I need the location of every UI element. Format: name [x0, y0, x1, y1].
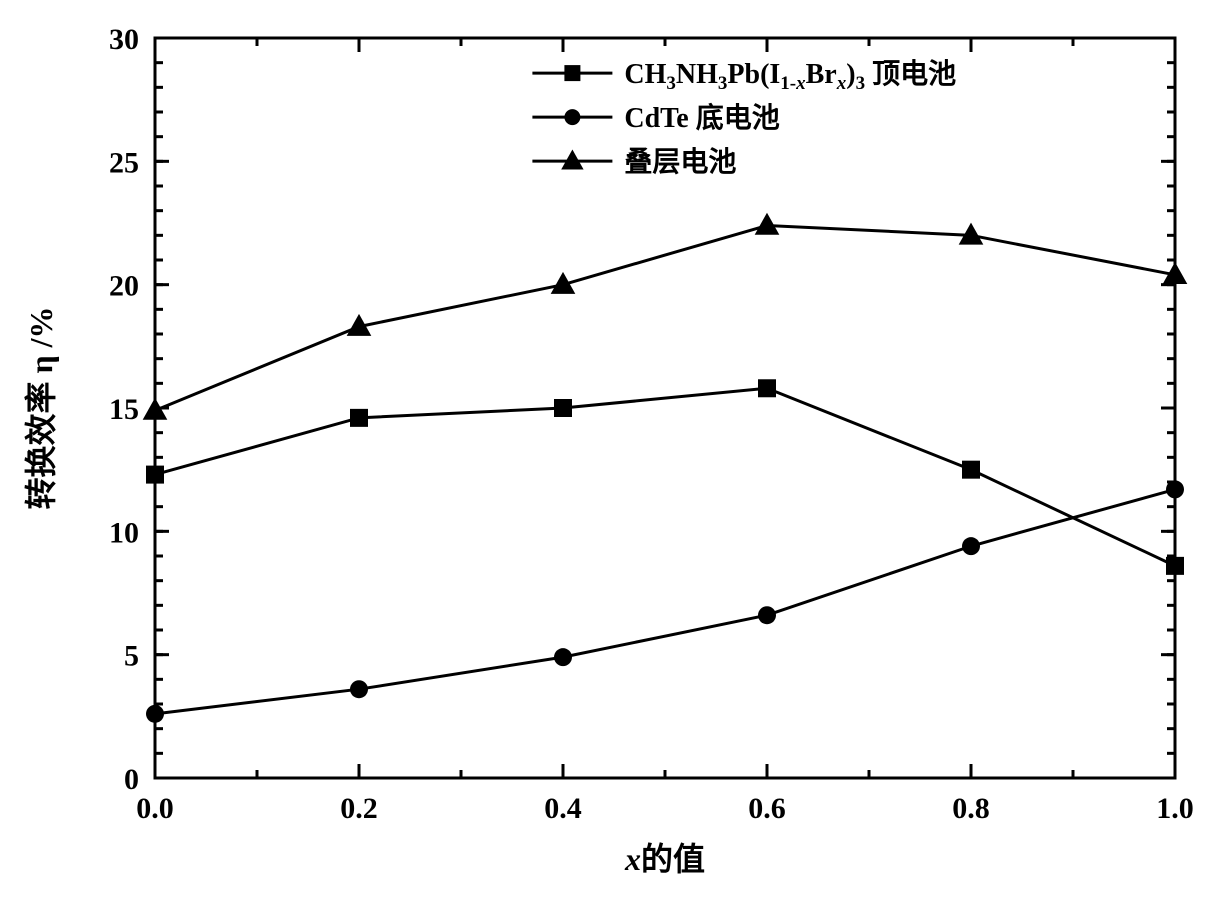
y-tick-label: 20 [109, 270, 139, 303]
x-tick-label: 0.6 [748, 792, 786, 825]
x-axis-title: x的值 [624, 841, 705, 877]
legend-label: 叠层电池 [624, 146, 736, 178]
x-tick-label: 1.0 [1156, 792, 1194, 825]
x-tick-label: 0.0 [136, 792, 174, 825]
y-tick-label: 5 [124, 640, 139, 673]
y-tick-label: 30 [109, 23, 139, 56]
y-tick-label: 10 [109, 516, 139, 549]
y-axis-title: 转换效率 η /% [23, 306, 59, 509]
x-tick-label: 0.2 [340, 792, 378, 825]
y-tick-label: 0 [124, 763, 139, 796]
chart-container: 0.0 0.2 0.4 0.6 0.8 1.0 0 5 10 15 20 25 30 x的值 转换效率 η … [0, 0, 1222, 920]
x-tick-label: 0.8 [952, 792, 990, 825]
line-chart: 0.0 0.2 0.4 0.6 0.8 1.0 0 5 10 15 20 25 30 x的值 转换效率 η … [0, 0, 1222, 920]
y-tick-label: 25 [109, 146, 139, 179]
y-tick-label: 15 [109, 393, 139, 426]
legend-label: CdTe 底电池 [624, 102, 779, 134]
x-tick-label: 0.4 [544, 792, 582, 825]
